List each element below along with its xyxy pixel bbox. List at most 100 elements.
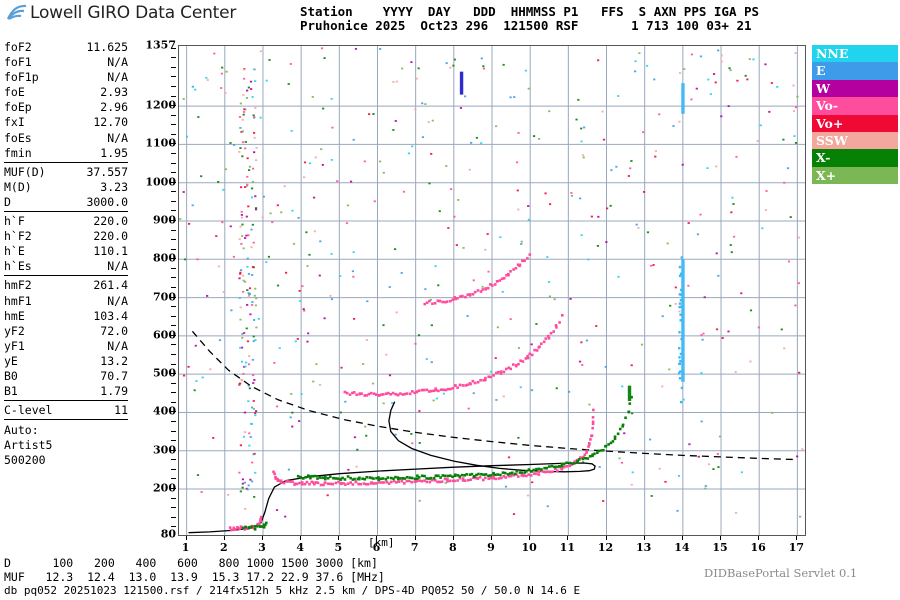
parameter-value: N/A [107,130,128,145]
y-axis-minor-tick [171,344,176,346]
parameter-row: h`Es N/A [4,259,128,274]
x-axis-label: 14 [674,541,690,554]
y-axis-minor-tick [171,334,176,336]
x-axis-label: 7 [410,541,419,554]
x-axis-tick [261,536,263,540]
parameter-row: B0 70.7 [4,369,128,384]
parameter-row: B1 1.79 [4,384,128,399]
parameter-value: 261.4 [93,278,128,293]
x-axis-tick [605,536,607,540]
y-axis-minor-tick [171,411,176,413]
x-axis-tick [452,536,454,540]
x-axis-label: 12 [597,541,614,554]
parameter-key: foEs [4,130,32,145]
x-axis-label: 9 [487,541,495,554]
y-axis-minor-tick [171,47,176,49]
servlet-label: DIDBasePortal Servlet 0.1 [704,566,858,580]
parameter-row: foEs N/A [4,131,128,146]
x-axis-tick [758,536,760,540]
x-axis-tick [529,536,531,540]
station-info: Station YYYY DAY DDD HHMMSS P1 FFS S AXN… [300,5,759,33]
parameter-value: 70.7 [100,368,128,383]
y-axis-minor-tick [171,430,176,432]
x-axis-label: 15 [712,541,728,554]
parameter-value: 2.93 [100,85,128,100]
parameter-key: yE [4,353,18,368]
y-axis-label: 1200 [145,98,176,112]
parameter-value: 12.70 [93,115,128,130]
parameter-value: 13.2 [100,353,128,368]
parameter-key: h`F2 [4,229,32,244]
parameter-row: hmF1 N/A [4,294,128,309]
y-axis-minor-tick [171,85,176,87]
legend-item-x[interactable]: X+ [812,166,898,185]
y-axis-minor-tick [171,219,176,221]
legend-item-nne[interactable]: NNE [812,45,898,63]
legend-item-e[interactable]: E [812,62,898,80]
parameter-value: N/A [107,338,128,353]
parameter-key: h`E [4,244,25,259]
legend-item-ssw[interactable]: SSW [812,131,898,150]
legend-item-vo[interactable]: Vo+ [812,114,898,132]
y-axis-minor-tick [171,162,176,164]
parameter-row: foF1 N/A [4,55,128,70]
y-axis-minor-tick [171,325,176,327]
y-axis-minor-tick [171,172,176,174]
y-axis-minor-tick [171,66,176,68]
y-axis-minor-tick [171,315,176,317]
parameter-key: yF2 [4,323,25,338]
parameter-value: 220.0 [93,214,128,229]
y-axis-minor-tick [171,267,176,269]
y-axis-minor-tick [171,229,176,231]
x-axis-label: 10 [521,541,537,554]
parameter-key: M(D) [4,179,32,194]
parameter-key: foF1 [4,55,32,70]
y-axis-minor-tick [171,133,176,135]
parameter-value: N/A [107,70,128,85]
legend-item-vo[interactable]: Vo- [812,97,898,115]
file-status-line: db pq052 20251023 121500.rsf / 214fx512h… [4,584,581,597]
y-axis-minor-tick [171,497,176,499]
y-axis-label: 500 [153,366,176,380]
y-axis-label: 1357 [145,38,176,52]
parameter-row: h`F 220.0 [4,214,128,229]
parameter-key: yF1 [4,338,25,353]
parameter-key: foF1p [4,70,39,85]
brand-title: Lowell GIRO Data Center [30,3,237,23]
y-axis: 80 200 300 400 500 600 700 800 900 1000 1100 1200 13… [130,39,176,541]
parameter-value: N/A [107,259,128,274]
parameter-row: foEp 2.96 [4,100,128,115]
y-axis-label: 200 [153,481,176,495]
y-axis-minor-tick [171,382,176,384]
parameter-key: h`Es [4,259,32,274]
y-axis-minor-tick [171,152,176,154]
ionogram-plot[interactable] [178,45,806,536]
legend-item-x[interactable]: X- [812,149,898,167]
y-axis-label: 700 [153,290,176,304]
parameter-value: 3.23 [100,179,128,194]
legend-item-w[interactable]: W [812,79,898,98]
y-axis-minor-tick [171,181,176,183]
y-axis-label: 400 [153,404,176,418]
parameter-key: fmin [4,145,32,160]
x-axis-label: 5 [334,541,343,554]
y-axis-minor-tick [171,488,176,490]
y-axis-minor-tick [171,277,176,279]
y-axis-minor-tick [171,516,176,518]
y-axis-label: 600 [153,328,176,342]
x-axis-tick [185,536,187,540]
y-axis-minor-tick [171,478,176,480]
parameter-value: 1.79 [100,384,128,399]
parameter-value: 220.0 [93,229,128,244]
y-axis-minor-tick [171,449,176,451]
y-axis-label: 1100 [145,136,176,150]
y-axis-minor-tick [171,248,176,250]
parameter-row: foF1p N/A [4,70,128,85]
parameter-row: foF2 11.625 [4,40,128,55]
parameter-value: 72.0 [100,323,128,338]
y-axis-label: 1000 [145,175,176,189]
parameter-key: B1 [4,384,18,399]
y-axis-minor-tick [171,143,176,145]
y-axis-minor-tick [171,76,176,78]
y-axis-minor-tick [171,354,176,356]
